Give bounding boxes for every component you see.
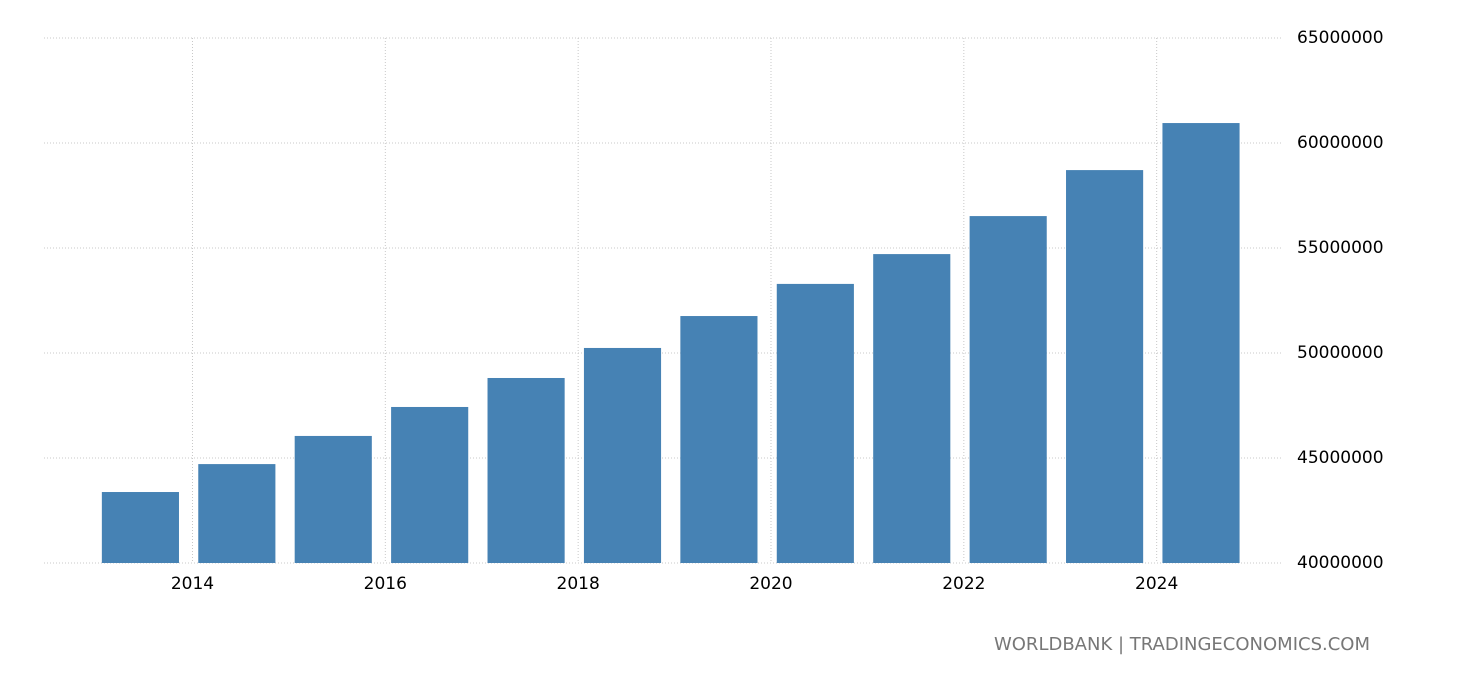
x-tick-label: 2020 xyxy=(749,574,792,594)
y-tick-label: 60000000 xyxy=(1297,133,1384,153)
y-tick-label: 45000000 xyxy=(1297,448,1384,468)
bar xyxy=(101,492,179,563)
bar xyxy=(198,464,276,563)
x-tick-label: 2014 xyxy=(171,574,214,594)
bar xyxy=(487,377,565,563)
x-tick-label: 2016 xyxy=(364,574,407,594)
y-tick-label: 40000000 xyxy=(1297,553,1384,573)
x-tick-label: 2024 xyxy=(1135,574,1178,594)
bar xyxy=(294,435,372,563)
bar xyxy=(873,254,951,563)
x-tick-label: 2022 xyxy=(942,574,985,594)
bar xyxy=(969,216,1047,563)
y-tick-label: 55000000 xyxy=(1297,238,1384,258)
source: WORLDBANK | TRADINGECONOMICS.COM xyxy=(994,634,1370,655)
x-tick-label: 2018 xyxy=(557,574,600,594)
bar xyxy=(391,406,469,563)
y-tick-label: 50000000 xyxy=(1297,343,1384,363)
bar xyxy=(583,347,662,563)
bar xyxy=(776,283,854,563)
y-tick-label: 65000000 xyxy=(1297,28,1384,48)
bar xyxy=(680,316,758,563)
bar xyxy=(1066,170,1144,563)
bar xyxy=(1162,123,1240,564)
